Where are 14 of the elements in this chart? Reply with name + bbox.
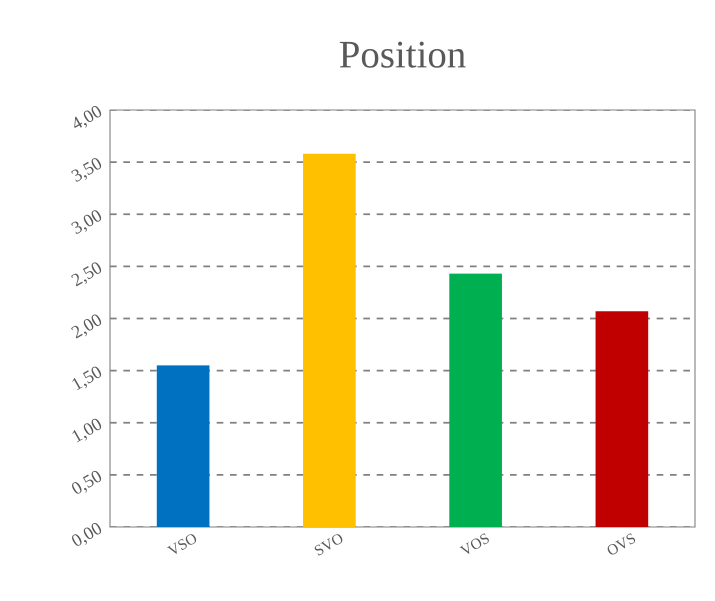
- y-tick-label: 2,50: [70, 260, 104, 289]
- y-tick-label: 2,00: [70, 313, 104, 341]
- x-tick-label: OVS: [606, 532, 636, 556]
- y-tick-label: 0,00: [70, 522, 104, 550]
- x-tick-label: VOS: [459, 532, 490, 556]
- y-tick-label: 4,00: [70, 104, 104, 133]
- y-tick-label: 3,50: [70, 156, 104, 184]
- y-tick-label: 0,50: [70, 469, 104, 498]
- y-tick-label: 3,00: [70, 208, 104, 237]
- chart-title: Position: [340, 42, 466, 68]
- x-tick-label: VSO: [166, 532, 198, 556]
- y-tick-label: 1,50: [71, 365, 104, 393]
- y-tick-label: 1,00: [71, 417, 104, 445]
- x-tick-label: SVO: [314, 532, 344, 556]
